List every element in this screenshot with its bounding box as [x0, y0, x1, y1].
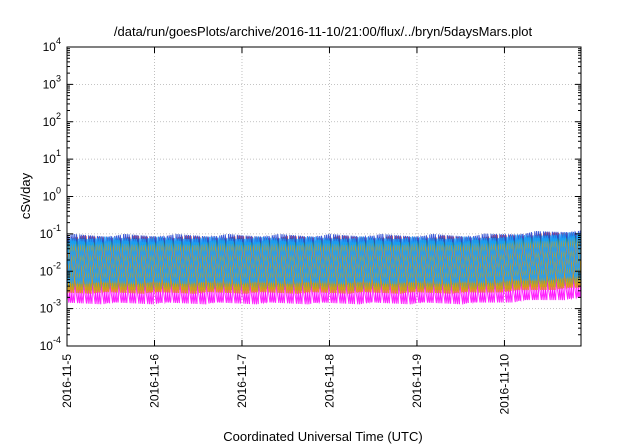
y-tick-label: 103	[43, 73, 61, 91]
x-axis-label: Coordinated Universal Time (UTC)	[223, 429, 422, 444]
y-tick-label: 10-1	[40, 223, 61, 241]
y-tick-label: 10-3	[40, 298, 61, 316]
y-tick-label: 104	[43, 36, 61, 54]
x-axis: 2016-11-5 2016-11-6 2016-11-7 2016-11-8 2016…	[60, 47, 511, 415]
x-tick-label: 2016-11-5	[60, 354, 74, 408]
y-tick-label: 100	[43, 186, 61, 204]
y-tick-label: 10-4	[40, 335, 61, 353]
y-tick-label: 102	[43, 111, 61, 129]
chart-title: /data/run/goesPlots/archive/2016-11-10/2…	[114, 24, 533, 39]
x-tick-label: 2016-11-6	[147, 354, 161, 408]
x-tick-label: 2016-11-8	[322, 354, 336, 408]
y-axis: 10-4 10-3 10-2 10-1 100 101 102 103 104	[40, 36, 581, 353]
series-group	[66, 230, 582, 305]
x-tick-label: 2016-11-10	[497, 354, 511, 415]
series-line	[66, 232, 582, 285]
x-tick-label: 2016-11-9	[410, 354, 424, 408]
series-line	[66, 232, 582, 285]
y-tick-label: 10-2	[40, 260, 61, 278]
x-tick-label: 2016-11-7	[235, 354, 249, 408]
y-axis-label: cSv/day	[18, 172, 33, 219]
y-tick-label: 101	[43, 148, 61, 166]
grid	[67, 47, 581, 346]
